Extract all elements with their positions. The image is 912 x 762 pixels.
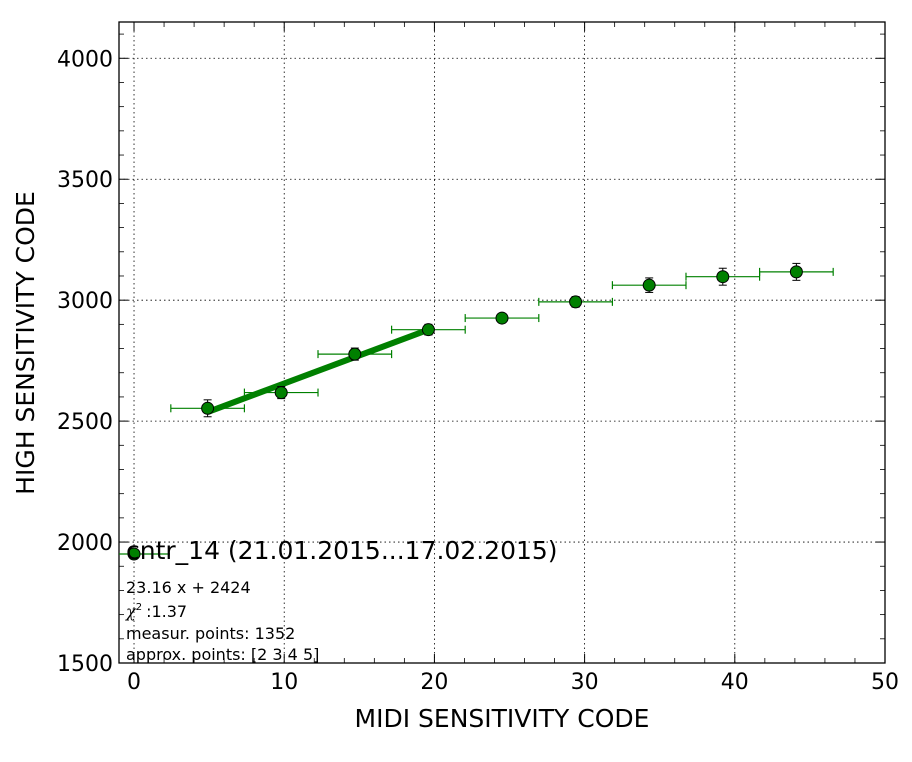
legend-marker — [127, 547, 141, 561]
chi-exponent: 2 — [136, 602, 142, 613]
minor-ticks — [119, 22, 886, 664]
x-tick-label: 50 — [871, 670, 899, 695]
y-tick-label: 2000 — [57, 531, 113, 556]
data-point — [716, 270, 730, 284]
x-tick-label: 20 — [420, 670, 448, 695]
x-tick-labels: 0 10 20 30 40 50 — [127, 670, 899, 695]
x-axis-title: MIDI SENSITIVITY CODE — [355, 704, 650, 733]
x-tick-label: 0 — [127, 670, 141, 695]
x-tick-label: 30 — [571, 670, 599, 695]
measurement-points: measur. points: 1352 — [126, 624, 295, 643]
y-axis-title: HIGH SENSITIVITY CODE — [11, 191, 40, 495]
y-tick-label: 3000 — [57, 289, 113, 314]
data-point — [274, 386, 288, 400]
y-tick-label: 1500 — [57, 652, 113, 677]
grid — [119, 22, 885, 663]
fit-equation: 23.16 x + 2424 — [126, 578, 251, 597]
legend-title: cntr_14 (21.01.2015...17.02.2015) — [126, 536, 558, 565]
legend: cntr_14 (21.01.2015...17.02.2015) 23.16 … — [119, 536, 558, 664]
data-point — [569, 295, 583, 309]
y-tick-label: 4000 — [57, 47, 113, 72]
fit-line-layer — [206, 326, 430, 415]
y-tick-labels: 1500 2000 2500 3000 3500 4000 — [57, 47, 113, 677]
data-point — [642, 278, 656, 292]
data-point — [495, 311, 509, 325]
chi-symbol: χ — [125, 602, 137, 621]
data-point — [348, 347, 362, 361]
y-tick-label: 2500 — [57, 410, 113, 435]
x-tick-label: 10 — [270, 670, 298, 695]
data-point — [201, 401, 215, 415]
fit-line — [206, 326, 430, 415]
y-tick-label: 3500 — [57, 168, 113, 193]
plot-frame — [118, 21, 886, 664]
chi-square-label: χ2 :1.37 — [125, 602, 187, 621]
data-point — [789, 265, 803, 279]
data-point — [421, 323, 435, 337]
chi-square-value: :1.37 — [146, 602, 187, 621]
data-points — [201, 265, 803, 415]
error-bars — [170, 262, 834, 418]
approx-points: approx. points: [2 3 4 5] — [126, 645, 319, 664]
x-tick-label: 40 — [721, 670, 749, 695]
